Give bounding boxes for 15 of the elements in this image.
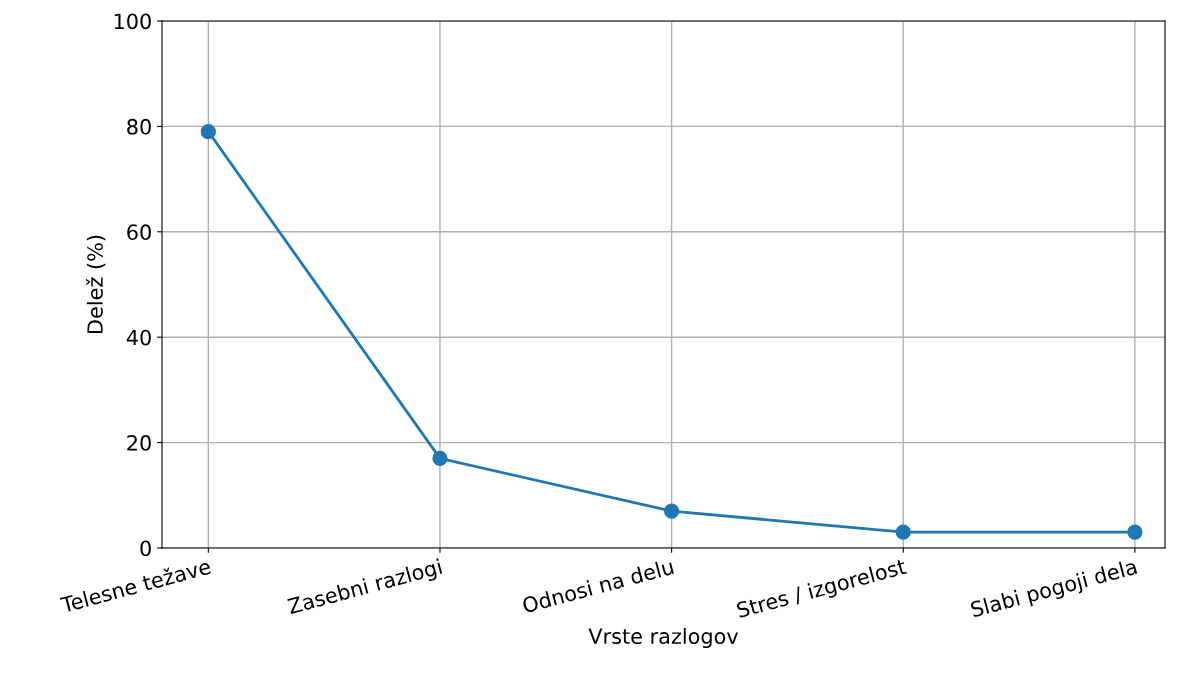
y-tick-label: 60 — [127, 224, 151, 241]
y-axis-title: Delež (%) — [85, 235, 106, 333]
point — [895, 524, 911, 540]
x-axis-title: Vrste razlogov — [588, 627, 739, 649]
y-tick-label: 80 — [127, 118, 151, 135]
y-tick-label: 20 — [127, 435, 151, 451]
y-tick-label: 0 — [140, 540, 151, 557]
point — [432, 450, 448, 467]
x-tick-label: Odnosi na delu — [521, 558, 674, 614]
point — [663, 503, 680, 519]
y-tick-label: 100 — [114, 13, 151, 30]
point — [1127, 524, 1143, 540]
point — [200, 124, 216, 140]
y-tick-label: 40 — [126, 329, 151, 346]
x-tick-label: Telesne težave — [59, 557, 212, 614]
